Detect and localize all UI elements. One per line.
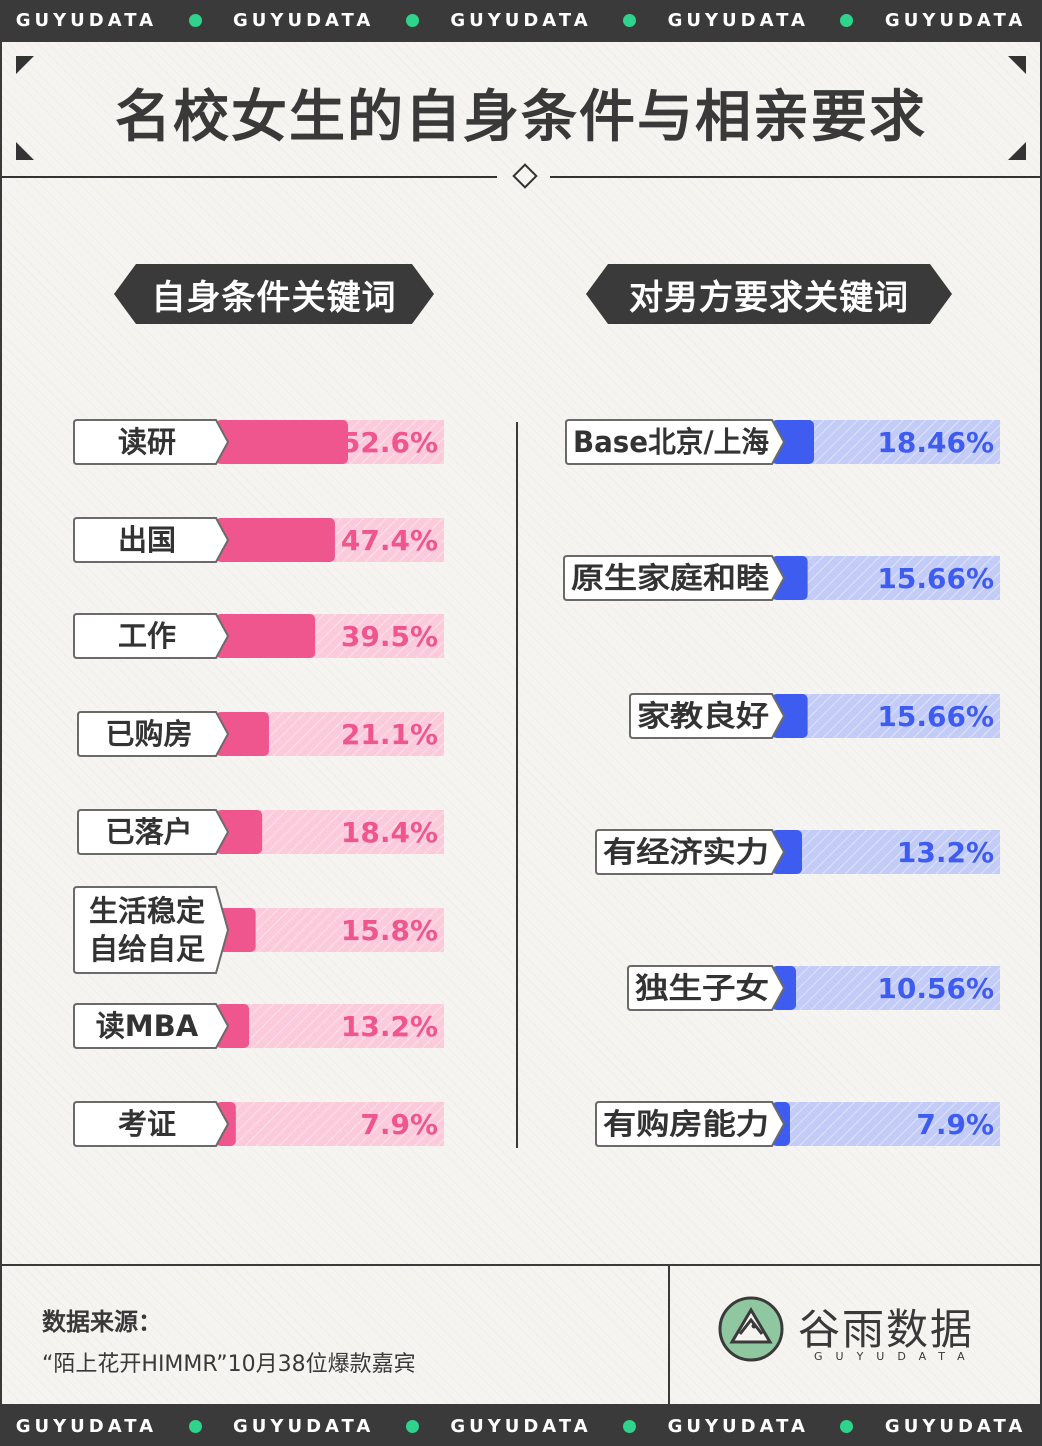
value-label: 10.56% [877,972,994,1005]
value-label: 15.66% [877,562,994,595]
category-label-box [563,555,786,601]
category-label-box [595,829,786,875]
brand-dot-icon [405,1419,419,1433]
category-label: 独生子女 [635,971,769,1005]
bar [216,614,316,658]
bar [216,420,348,464]
category-label-box [627,965,786,1011]
top-brand-strip: GUYUDATA GUYUDATA GUYUDATA GUYUDATA GUYU… [0,0,1042,40]
brand-word: GUYUDATA [667,9,809,31]
title-rule-left [2,176,497,178]
value-label: 15.66% [877,700,994,733]
bar-track [772,966,1000,1010]
category-label: 有经济实力 [603,835,769,869]
bar [772,556,808,600]
chart-divider [516,422,518,1148]
category-label-box [73,886,230,974]
source-text: “陌上花开HIMMR”10月38位爆款嘉宾 [42,1352,416,1377]
brand-word: GUYUDATA [15,1415,158,1437]
category-label-box [73,419,230,465]
value-label: 13.2% [341,1010,438,1043]
brand-dot-icon [623,13,637,27]
title-rule-right [550,176,1040,178]
brand-word: GUYUDATA [884,1415,1027,1437]
bar-track [216,1102,444,1146]
bar [772,420,814,464]
brand-word: GUYUDATA [15,9,158,31]
bar-track [772,556,1000,600]
category-label: 生活稳定自给自足 [89,894,205,966]
right-chart-title: 对男方要求关键词 [586,264,952,324]
category-label: 原生家庭和睦 [571,561,769,595]
brand-dot-icon [623,1419,637,1433]
value-label: 15.8% [341,914,438,947]
brand-dot-icon [188,13,202,27]
footer: 数据来源： “陌上花开HIMMR”10月38位爆款嘉宾 谷雨数据 GUYUDAT… [2,1264,1040,1406]
source-label: 数据来源： [42,1308,162,1336]
bar-track [772,694,1000,738]
category-label-box [73,517,230,563]
category-label: 工作 [118,619,176,653]
bar [216,1004,250,1048]
bar-track [772,1102,1000,1146]
category-label: 读MBA [96,1009,199,1043]
corner-mark-icon [1008,142,1026,160]
content-panel: 名校女生的自身条件与相亲要求 自身条件关键词 对男方要求关键词 读研 52.6% 出… [2,42,1040,1406]
brand-word: GUYUDATA [233,9,375,31]
value-label: 18.46% [877,426,994,459]
value-label: 18.4% [341,816,438,849]
brand-word: GUYUDATA [884,9,1027,31]
value-label: 47.4% [341,524,438,557]
left-chart-title: 自身条件关键词 [114,264,434,324]
category-label: 有购房能力 [603,1107,769,1141]
bar [216,712,269,756]
category-label: 已落户 [105,815,192,849]
bar [772,830,803,874]
category-label: 出国 [118,523,176,557]
brand-dot-icon [188,1419,202,1433]
brand-word: GUYUDATA [233,1415,375,1437]
value-label: 39.5% [341,620,438,653]
brand-word: GUYUDATA [667,1415,809,1437]
category-label-box [77,711,230,757]
bar-track [216,1004,444,1048]
category-label-box [565,419,786,465]
brand-dot-icon [840,1419,854,1433]
corner-mark-icon [1008,56,1026,74]
corner-mark-icon [16,142,34,160]
bar [216,810,263,854]
category-label: 考证 [118,1107,176,1141]
logo-subtext: GUYUDATA [814,1350,978,1363]
brand-word: GUYUDATA [450,1415,592,1437]
category-label: 已购房 [105,717,192,751]
category-label: 读研 [118,425,176,459]
brand-dot-icon [405,13,419,27]
category-label: 家教良好 [637,699,769,733]
footer-divider [668,1266,670,1406]
value-label: 52.6% [341,426,438,459]
bar [772,694,808,738]
bar-track [772,830,1000,874]
value-label: 13.2% [897,836,994,869]
page-title: 名校女生的自身条件与相亲要求 [115,85,927,150]
brand-word: GUYUDATA [450,9,592,31]
value-label: 21.1% [341,718,438,751]
category-label-box [73,1101,230,1147]
category-label: Base北京/上海 [573,425,769,459]
bird-logo-icon [718,1296,784,1362]
corner-mark-icon [16,56,34,74]
bottom-brand-strip: GUYUDATA GUYUDATA GUYUDATA GUYUDATA GUYU… [0,1406,1042,1446]
category-label-box [73,613,230,659]
bar-charts: 读研 52.6% 出国 47.4% 工作 39.5% 已购房 21.1% 已落户 18.4% 生活稳… [73,419,1000,1147]
value-label: 7.9% [360,1108,438,1141]
category-label-box [629,693,786,739]
category-label-box [595,1101,786,1147]
bar [216,518,335,562]
value-label: 7.9% [916,1108,994,1141]
brand-dot-icon [840,13,854,27]
category-label-box [73,1003,230,1049]
category-label-box [77,809,230,855]
logo-text: 谷雨数据 [798,1305,975,1354]
